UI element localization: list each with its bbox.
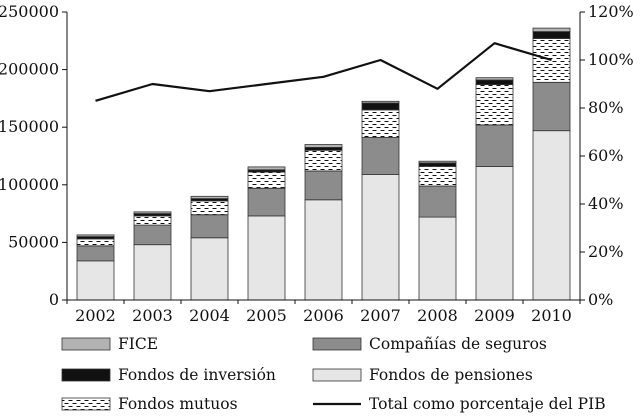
bar-segment [532,38,571,83]
bar-segment [475,124,514,167]
bar-segment [532,31,571,39]
legend: FICE Compañías de seguros Fondos de invers… [61,335,606,413]
bar-segment [304,149,343,172]
legend-label: Fondos de pensiones [369,366,533,384]
bar-segment [133,224,172,246]
bar-segment [190,195,229,200]
y-tick-label-right: 80% [588,98,624,117]
bar-segment [475,79,514,85]
legend-swatch [312,337,362,351]
x-tick-label: 2007 [360,306,401,325]
y-tick-label-right: 120% [588,2,634,21]
y-tick-label-right: 40% [588,194,624,213]
legend-label: Total como porcentaje del PIB [369,395,606,413]
line-layer [95,42,552,102]
axes-group: 0 50000 100000 150000 200000 250000 0% 20% 40% 60… [0,2,634,325]
x-tick-label: 2008 [417,306,458,325]
bar-segment [190,237,229,301]
bar-segment [133,215,172,226]
bar-segment [304,144,343,148]
y-tick-label-left: 200000 [0,60,59,79]
y-tick-label-right: 20% [588,242,624,261]
bar-segment [247,215,286,301]
bar-segment [247,171,286,189]
legend-swatch [312,368,362,382]
bars-group [76,27,571,301]
bar-segment [361,102,400,111]
legend-swatch [61,368,111,382]
x-tick-label: 2010 [531,306,572,325]
bar-segment [532,130,571,301]
bar-segment [361,173,400,301]
bar-segment [361,100,400,104]
bar-segment [418,162,457,167]
bar-segment [475,84,514,126]
bar-segment [418,216,457,301]
bar-segment [475,77,514,81]
x-tick-label: 2009 [474,306,515,325]
bar-segment [304,170,343,201]
x-tick-label: 2002 [75,306,116,325]
bar-segment [304,146,343,151]
bar-segment [247,187,286,217]
legend-label: Fondos mutuos [118,395,238,413]
bar-segment [133,244,172,301]
bar-segment [76,234,115,237]
y-tick-label-left: 0 [49,290,59,309]
y-tick-label-left: 150000 [0,117,59,136]
bar-segment [361,109,400,138]
y-tick-label-right: 100% [588,50,634,69]
bar-segment [76,238,115,247]
bar-segment [304,199,343,301]
bar-segment [418,185,457,218]
bar-segment [532,81,571,132]
bar-segment [190,200,229,216]
x-tick-label: 2006 [303,306,344,325]
bar-segment [475,165,514,301]
bar-segment [190,214,229,239]
bar-segment [133,211,172,214]
y-tick-label-left: 100000 [0,175,59,194]
bar-segment [247,166,286,171]
legend-swatch [61,397,111,411]
bar-segment [532,27,571,33]
legend-label: Compañías de seguros [369,335,547,353]
legend-label: FICE [118,335,158,353]
bar-segment [361,137,400,175]
series-line [95,42,552,102]
y-tick-label-right: 60% [588,146,624,165]
legend-label: Fondos de inversión [118,366,276,384]
bar-segment [418,160,457,164]
x-tick-label: 2003 [132,306,173,325]
x-tick-label: 2004 [189,306,230,325]
y-tick-label-right: 0% [588,290,613,309]
y-tick-label-left: 250000 [0,2,59,21]
bar-segment [418,165,457,187]
bar-segment [76,245,115,262]
legend-swatch [61,337,111,351]
y-tick-label-left: 50000 [8,232,59,251]
bar-segment [76,260,115,301]
x-tick-label: 2005 [246,306,287,325]
